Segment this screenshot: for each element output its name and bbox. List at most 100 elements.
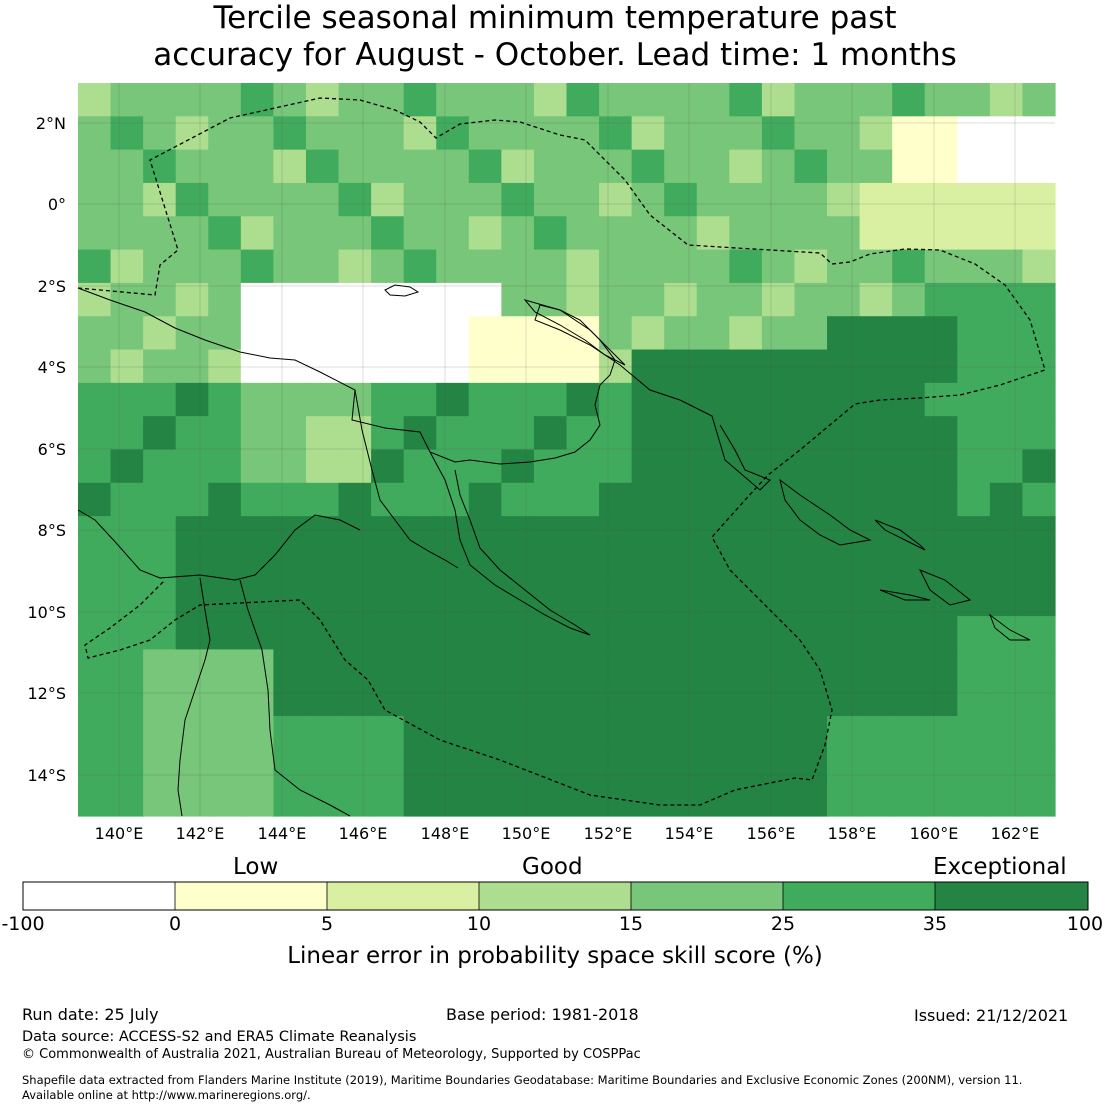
skill-cell (338, 149, 372, 184)
skill-cell (794, 749, 828, 784)
skill-cell (957, 682, 991, 717)
skill-cell (110, 516, 144, 551)
skill-cell (566, 516, 600, 551)
skill-cell (827, 149, 861, 184)
chart-title-line-1: Tercile seasonal minimum temperature pas… (213, 0, 897, 36)
skill-cell (1022, 616, 1056, 651)
skill-cell (599, 416, 633, 451)
skill-cell (403, 616, 437, 651)
skill-cell (403, 83, 437, 117)
skill-cell (859, 349, 893, 384)
skill-cell (436, 749, 470, 784)
skill-cell (110, 616, 144, 651)
skill-cell (208, 516, 242, 551)
skill-cell (892, 182, 926, 217)
skill-cell (468, 83, 502, 117)
skill-cell (989, 549, 1024, 584)
skill-cell (338, 782, 372, 817)
lon-label: 150°E (502, 824, 551, 843)
skill-cell (371, 282, 405, 317)
skill-cell (696, 682, 730, 717)
skill-cell (468, 582, 502, 617)
skill-cell (892, 382, 926, 417)
skill-cell (566, 582, 600, 617)
skill-cell (761, 282, 796, 317)
skill-cell (599, 516, 633, 551)
skill-cell (631, 282, 665, 317)
skill-cell (240, 349, 274, 384)
skill-cell (989, 382, 1024, 417)
colorbar-tick: 10 (466, 913, 492, 935)
skill-cell (110, 249, 144, 284)
skill-cell (175, 649, 209, 684)
skill-cell (599, 549, 633, 584)
skill-cell (761, 682, 796, 717)
skill-cell (892, 449, 926, 484)
skill-cell (273, 316, 307, 351)
skill-cell (696, 116, 730, 151)
skill-cell (729, 416, 763, 451)
category-good: Good (522, 854, 583, 880)
skill-cell (110, 182, 144, 217)
skill-cell (631, 149, 665, 184)
skill-cell (208, 316, 242, 351)
skill-cell (436, 149, 470, 184)
skill-cell (729, 582, 763, 617)
skill-cell (827, 782, 861, 817)
skill-cell (761, 449, 796, 484)
skill-cell (1022, 482, 1056, 517)
skill-cell (859, 316, 893, 351)
skill-cell (989, 149, 1024, 184)
skill-cell (208, 582, 242, 617)
skill-cell (143, 649, 177, 684)
skill-cell (599, 249, 633, 284)
skill-cell (696, 582, 730, 617)
skill-cell (371, 249, 405, 284)
skill-cell (989, 182, 1024, 217)
skill-cell (533, 349, 568, 384)
skill-cell (957, 649, 991, 684)
base-period: Base period: 1981-2018 (446, 1005, 639, 1024)
colorbar-tick: 0 (168, 913, 182, 935)
skill-cell (631, 649, 665, 684)
lon-label: 146°E (339, 824, 388, 843)
skill-cell (208, 216, 242, 251)
skill-cell (1022, 449, 1056, 484)
skill-cell (305, 382, 340, 417)
skill-cell (175, 516, 209, 551)
skill-cell (664, 282, 698, 317)
skill-cell (143, 316, 177, 351)
skill-cell (78, 682, 112, 717)
skill-cell (761, 83, 796, 117)
skill-cell (533, 549, 568, 584)
skill-cell (273, 382, 307, 417)
skill-cell (403, 782, 437, 817)
skill-cell (501, 83, 535, 117)
skill-cell (827, 316, 861, 351)
skill-cell (696, 83, 730, 117)
skill-cell (240, 382, 274, 417)
skill-cell (664, 582, 698, 617)
skill-cell (989, 416, 1024, 451)
skill-cell (338, 349, 372, 384)
skill-cell (794, 382, 828, 417)
lat-label: 12°S (27, 684, 66, 703)
skill-cell (78, 249, 112, 284)
skill-cell (859, 616, 893, 651)
lon-label: 152°E (584, 824, 633, 843)
skill-cell (794, 182, 828, 217)
skill-cell (468, 782, 502, 817)
skill-cell (436, 116, 470, 151)
skill-cell (1022, 649, 1056, 684)
skill-cell (501, 682, 535, 717)
skill-cell (957, 782, 991, 817)
skill-cell (989, 616, 1024, 651)
skill-cell (989, 116, 1024, 151)
skill-cell (859, 716, 893, 750)
skill-cell (110, 682, 144, 717)
skill-cell (533, 716, 568, 750)
skill-cell (892, 349, 926, 384)
skill-cell (729, 116, 763, 151)
skill-cell (305, 482, 340, 517)
skill-cell (566, 682, 600, 717)
